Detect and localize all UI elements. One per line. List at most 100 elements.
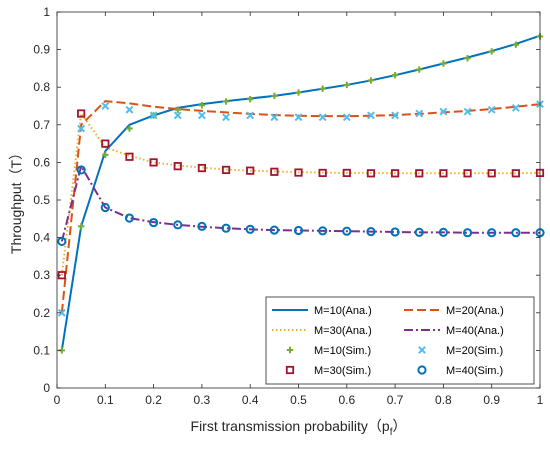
y-tick-label: 0.8: [33, 80, 50, 94]
y-tick-label: 0.9: [33, 43, 50, 57]
x-tick-label: 0.9: [483, 393, 500, 407]
data-point: [343, 81, 350, 89]
series-line: [60, 112, 541, 276]
x-tick-label: 0.2: [145, 393, 162, 407]
data-point: [246, 166, 255, 175]
legend-item-m-20-ana: M=20(Ana.): [404, 305, 504, 317]
x-tick-label: 0.5: [290, 393, 307, 407]
y-tick-label: 0.4: [33, 231, 50, 245]
legend-marker: [286, 346, 294, 354]
series-m-30-sim: [57, 109, 545, 280]
data-point: [318, 168, 327, 178]
x-tick-label: 0.4: [242, 393, 259, 407]
legend-label: M=40(Sim.): [446, 365, 503, 377]
data-point: [440, 60, 447, 67]
data-point: [101, 102, 110, 110]
data-point: [342, 226, 352, 236]
data-point: [366, 169, 376, 178]
legend-marker: [418, 346, 426, 354]
data-point: [221, 165, 231, 175]
x-tick-label: 1: [537, 393, 544, 407]
data-point: [319, 85, 326, 92]
y-tick-label: 0.1: [33, 343, 50, 357]
data-point: [77, 109, 86, 118]
series-m-30-ana: [60, 112, 541, 276]
data-point: [245, 224, 255, 234]
data-point: [293, 225, 304, 236]
y-tick-label: 0.5: [33, 193, 50, 207]
data-point: [487, 228, 497, 238]
legend-item-m-10-ana: M=10(Ana.): [272, 305, 372, 317]
x-axis-title-subscript: f: [390, 427, 393, 438]
data-point: [57, 236, 67, 246]
data-point: [390, 169, 400, 178]
data-point: [222, 113, 230, 122]
data-point: [487, 105, 496, 114]
data-point: [173, 111, 182, 120]
legend-item-m-30-sim: M=30(Sim.): [285, 365, 371, 377]
x-tick-label: 0: [54, 393, 61, 407]
data-point: [246, 111, 255, 120]
data-point: [366, 226, 376, 237]
data-point: [463, 107, 472, 116]
legend: M=10(Ana.) M=20(Ana.) M=30(Ana.) M=40(Ana.)…: [265, 296, 535, 385]
series-layer: [57, 33, 545, 354]
data-point: [439, 107, 448, 116]
series-m-20-ana: [60, 100, 541, 313]
data-point: [511, 228, 521, 238]
series-m-20-sim: [57, 100, 544, 317]
data-point: [463, 169, 472, 178]
legend-marker: [285, 365, 295, 375]
data-point: [149, 111, 158, 120]
data-point: [57, 308, 66, 317]
data-point: [414, 227, 424, 237]
legend-label: M=20(Sim.): [446, 345, 503, 357]
data-point: [318, 226, 328, 236]
data-point: [391, 71, 399, 79]
data-point: [125, 152, 134, 161]
y-tick-label: 0: [43, 381, 50, 395]
y-tick-label: 0.7: [33, 118, 50, 132]
data-point: [76, 165, 86, 175]
series-line: [60, 165, 540, 242]
data-point: [464, 55, 471, 62]
legend-items: M=10(Ana.) M=20(Ana.) M=30(Ana.) M=40(Ana.)…: [272, 305, 504, 377]
legend-label: M=20(Ana.): [446, 305, 504, 317]
x-axis-title-close: ）: [392, 418, 406, 434]
series-m-40-ana: [60, 165, 540, 242]
data-point: [102, 151, 109, 159]
legend-box: [265, 296, 535, 385]
series-m-40-sim: [57, 165, 545, 246]
y-tick-label: 0.2: [33, 306, 50, 320]
data-point: [439, 169, 448, 178]
axes-box: [56, 11, 541, 389]
data-point: [197, 111, 206, 120]
data-point: [295, 89, 302, 96]
data-point: [391, 111, 400, 120]
legend-item-m-10-sim: M=10(Sim.): [286, 345, 371, 357]
x-axis-title-main: First transmission probability（p: [191, 418, 390, 434]
data-point: [487, 169, 496, 178]
data-point: [197, 163, 206, 173]
legend-label: M=40(Ana.): [446, 325, 504, 337]
legend-item-m-20-sim: M=20(Sim.): [418, 345, 503, 357]
legend-label: M=10(Ana.): [314, 305, 372, 317]
data-point: [221, 223, 231, 233]
data-point: [438, 227, 448, 237]
data-point: [149, 217, 159, 228]
data-point: [197, 221, 207, 231]
data-point: [511, 103, 520, 112]
legend-label: M=30(Ana.): [314, 325, 372, 337]
legend-item-m-40-ana: M=40(Ana.): [404, 325, 504, 337]
data-point: [77, 223, 85, 230]
legend-item-m-30-ana: M=30(Ana.): [272, 325, 372, 337]
x-tick-label: 0.8: [435, 393, 452, 407]
data-point: [247, 96, 254, 103]
data-point: [294, 168, 303, 177]
legend-label: M=30(Sim.): [314, 365, 371, 377]
data-point: [511, 169, 520, 178]
x-tick-label: 0.3: [194, 393, 211, 407]
y-tick-label: 0.6: [33, 155, 50, 169]
data-point: [124, 213, 135, 223]
